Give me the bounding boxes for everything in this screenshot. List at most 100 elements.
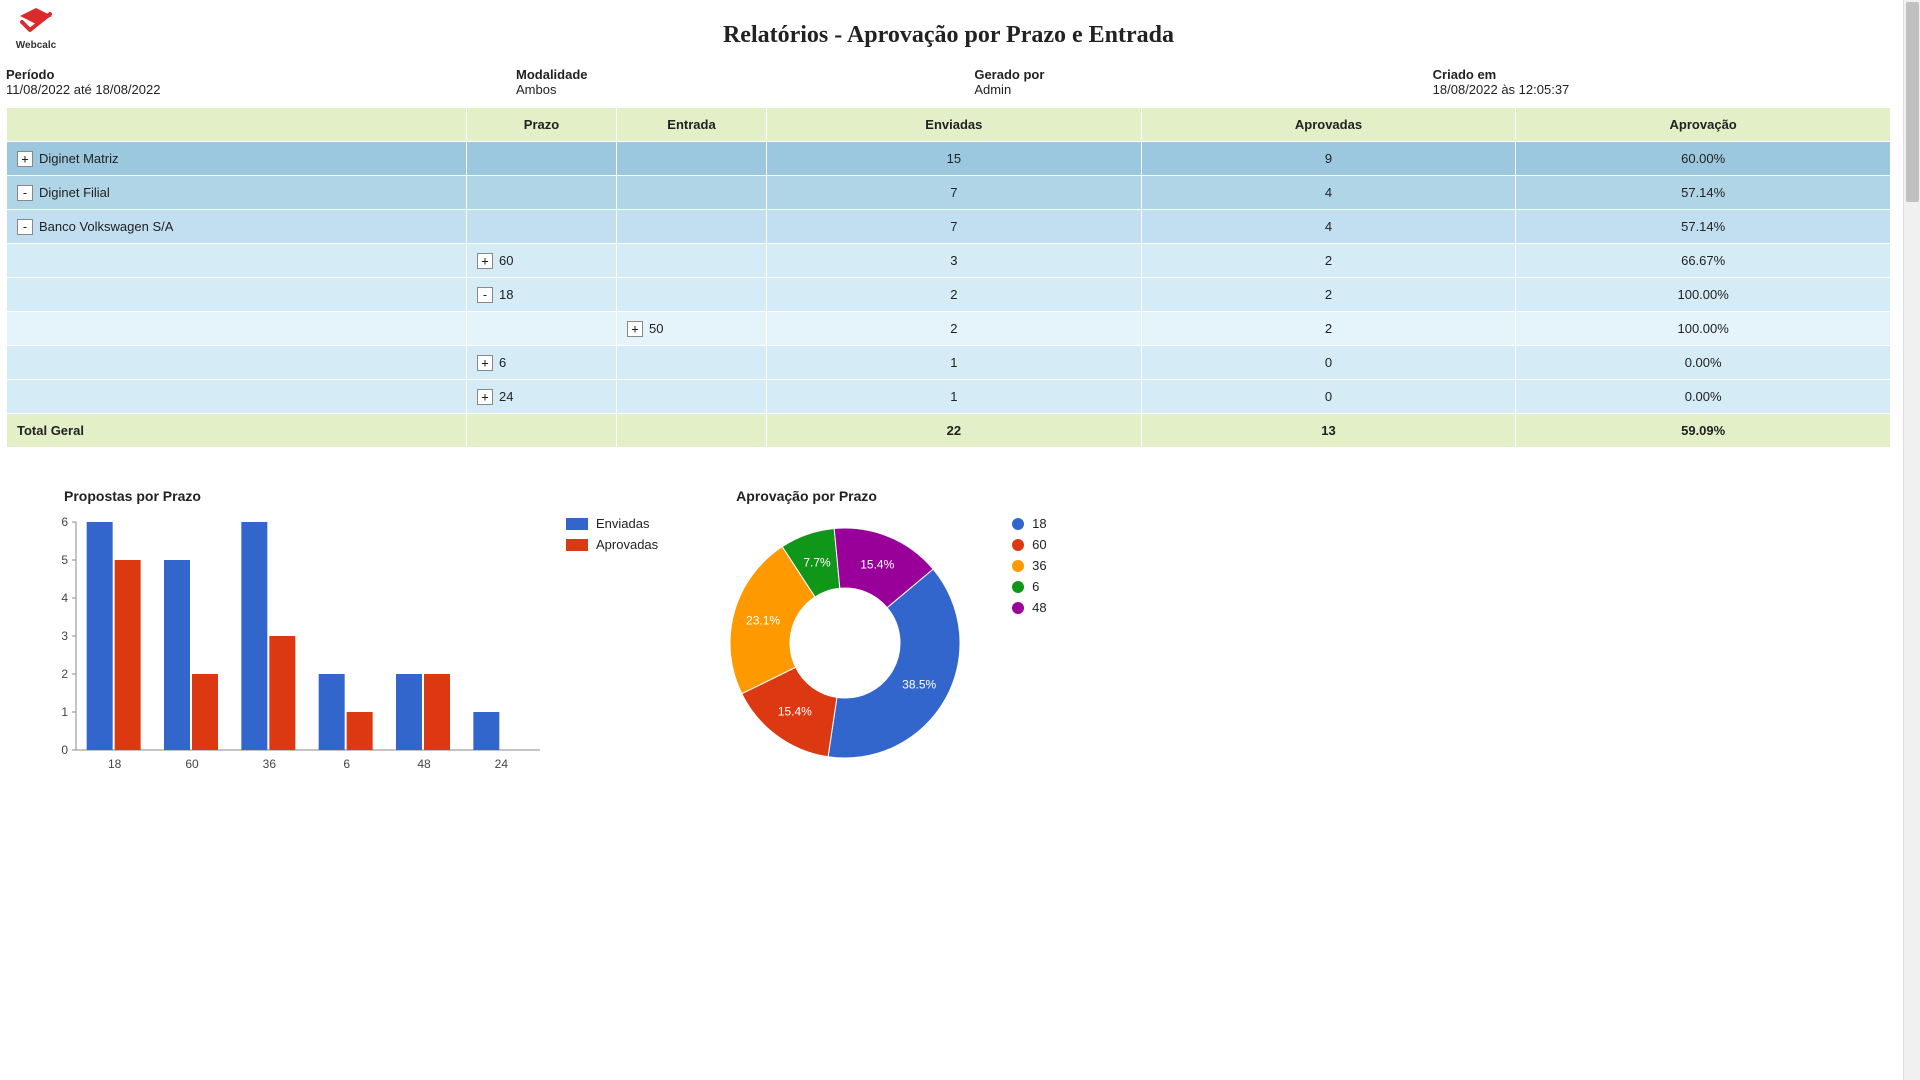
expand-toggle[interactable]: + xyxy=(477,389,493,405)
table-total-row: Total Geral 22 13 59.09% xyxy=(7,414,1891,448)
row-name: Diginet Filial xyxy=(39,185,110,200)
row-name: Banco Volkswagen S/A xyxy=(39,219,173,234)
brand-name: Webcalc xyxy=(16,40,56,51)
svg-text:15.4%: 15.4% xyxy=(778,705,812,719)
meta-periodo-label: Período xyxy=(6,67,516,82)
legend-label: Aprovadas xyxy=(596,537,658,552)
legend-item: 6 xyxy=(1012,579,1046,594)
svg-text:3: 3 xyxy=(61,629,68,643)
svg-text:4: 4 xyxy=(61,591,68,605)
row-enviadas: 1 xyxy=(767,380,1142,414)
bar-chart-legend: Enviadas Aprovadas xyxy=(566,516,658,552)
svg-text:6: 6 xyxy=(61,516,68,529)
donut-chart-title: Aprovação por Prazo xyxy=(736,488,1046,504)
row-aprovacao: 0.00% xyxy=(1516,380,1891,414)
legend-label: 6 xyxy=(1032,579,1039,594)
legend-label: 36 xyxy=(1032,558,1046,573)
legend-item: 60 xyxy=(1012,537,1046,552)
row-aprovadas: 9 xyxy=(1141,142,1516,176)
total-label: Total Geral xyxy=(7,414,467,448)
row-enviadas: 7 xyxy=(767,210,1142,244)
donut-chart-block: Aprovação por Prazo 38.5% 15.4% 23.1% 7.7% 1… xyxy=(718,488,1046,776)
legend-swatch xyxy=(1012,560,1024,572)
th-enviadas: Enviadas xyxy=(767,108,1142,142)
legend-swatch xyxy=(566,518,588,530)
meta-criado-value: 18/08/2022 às 12:05:37 xyxy=(1433,82,1891,97)
meta-gerado-value: Admin xyxy=(974,82,1432,97)
donut-chart: 38.5% 15.4% 23.1% 7.7% 15.4% xyxy=(718,516,972,770)
row-prazo: 24 xyxy=(499,389,513,404)
svg-text:36: 36 xyxy=(263,757,277,771)
row-prazo: 18 xyxy=(499,287,513,302)
row-aprovadas: 0 xyxy=(1141,346,1516,380)
row-enviadas: 2 xyxy=(767,312,1142,346)
legend-swatch xyxy=(1012,602,1024,614)
svg-text:24: 24 xyxy=(495,757,509,771)
row-aprovacao: 0.00% xyxy=(1516,346,1891,380)
donut-chart-legend: 18 60 36 6 48 xyxy=(1012,516,1046,615)
row-enviadas: 2 xyxy=(767,278,1142,312)
row-aprovacao: 66.67% xyxy=(1516,244,1891,278)
table-row: +5022100.00% xyxy=(7,312,1891,346)
table-row: -Banco Volkswagen S/A7457.14% xyxy=(7,210,1891,244)
svg-text:6: 6 xyxy=(343,757,350,771)
row-aprovadas: 2 xyxy=(1141,312,1516,346)
svg-text:7.7%: 7.7% xyxy=(803,556,831,570)
row-aprovadas: 2 xyxy=(1141,278,1516,312)
svg-text:15.4%: 15.4% xyxy=(860,557,894,571)
expand-toggle[interactable]: + xyxy=(477,253,493,269)
table-row: -Diginet Filial7457.14% xyxy=(7,176,1891,210)
row-enviadas: 7 xyxy=(767,176,1142,210)
meta-gerado-label: Gerado por xyxy=(974,67,1432,82)
expand-toggle[interactable]: - xyxy=(17,219,33,235)
th-aprovacao: Aprovação xyxy=(1516,108,1891,142)
svg-text:23.1%: 23.1% xyxy=(746,613,780,627)
bar-chart-block: Propostas por Prazo 012345618603664824 E… xyxy=(46,488,658,776)
table-header-row: Prazo Entrada Enviadas Aprovadas Aprovaç… xyxy=(7,108,1891,142)
legend-label: 60 xyxy=(1032,537,1046,552)
svg-text:60: 60 xyxy=(185,757,199,771)
row-aprovadas: 4 xyxy=(1141,176,1516,210)
svg-text:2: 2 xyxy=(61,667,68,681)
legend-item: Enviadas xyxy=(566,516,658,531)
legend-swatch xyxy=(1012,581,1024,593)
row-aprovadas: 4 xyxy=(1141,210,1516,244)
bar-chart: 012345618603664824 xyxy=(46,516,546,776)
legend-label: 48 xyxy=(1032,600,1046,615)
table-row: -1822100.00% xyxy=(7,278,1891,312)
row-entrada: 50 xyxy=(649,321,663,336)
logo-icon xyxy=(16,6,56,38)
vertical-scrollbar[interactable] xyxy=(1903,0,1920,1080)
table-row: +603266.67% xyxy=(7,244,1891,278)
expand-toggle[interactable]: + xyxy=(17,151,33,167)
expand-toggle[interactable]: + xyxy=(627,321,643,337)
svg-text:38.5%: 38.5% xyxy=(902,678,936,692)
table-row: +6100.00% xyxy=(7,346,1891,380)
expand-toggle[interactable]: - xyxy=(17,185,33,201)
svg-text:48: 48 xyxy=(417,757,431,771)
row-aprovacao: 60.00% xyxy=(1516,142,1891,176)
table-row: +Diginet Matriz15960.00% xyxy=(7,142,1891,176)
meta-modalidade-label: Modalidade xyxy=(516,67,974,82)
th-aprovadas: Aprovadas xyxy=(1141,108,1516,142)
scrollbar-thumb[interactable] xyxy=(1906,2,1919,202)
total-aprovadas: 13 xyxy=(1141,414,1516,448)
report-table: Prazo Entrada Enviadas Aprovadas Aprovaç… xyxy=(6,107,1891,448)
row-name: Diginet Matriz xyxy=(39,151,118,166)
report-meta: Período 11/08/2022 até 18/08/2022 Modali… xyxy=(6,67,1891,97)
legend-label: Enviadas xyxy=(596,516,649,531)
legend-swatch xyxy=(1012,518,1024,530)
svg-text:5: 5 xyxy=(61,553,68,567)
expand-toggle[interactable]: - xyxy=(477,287,493,303)
legend-item: 18 xyxy=(1012,516,1046,531)
expand-toggle[interactable]: + xyxy=(477,355,493,371)
table-row: +24100.00% xyxy=(7,380,1891,414)
row-prazo: 60 xyxy=(499,253,513,268)
row-aprovacao: 100.00% xyxy=(1516,312,1891,346)
th-blank xyxy=(7,108,467,142)
page-title: Relatórios - Aprovação por Prazo e Entra… xyxy=(6,22,1891,49)
legend-swatch xyxy=(566,539,588,551)
svg-text:0: 0 xyxy=(61,743,68,757)
legend-swatch xyxy=(1012,539,1024,551)
meta-criado-label: Criado em xyxy=(1433,67,1891,82)
